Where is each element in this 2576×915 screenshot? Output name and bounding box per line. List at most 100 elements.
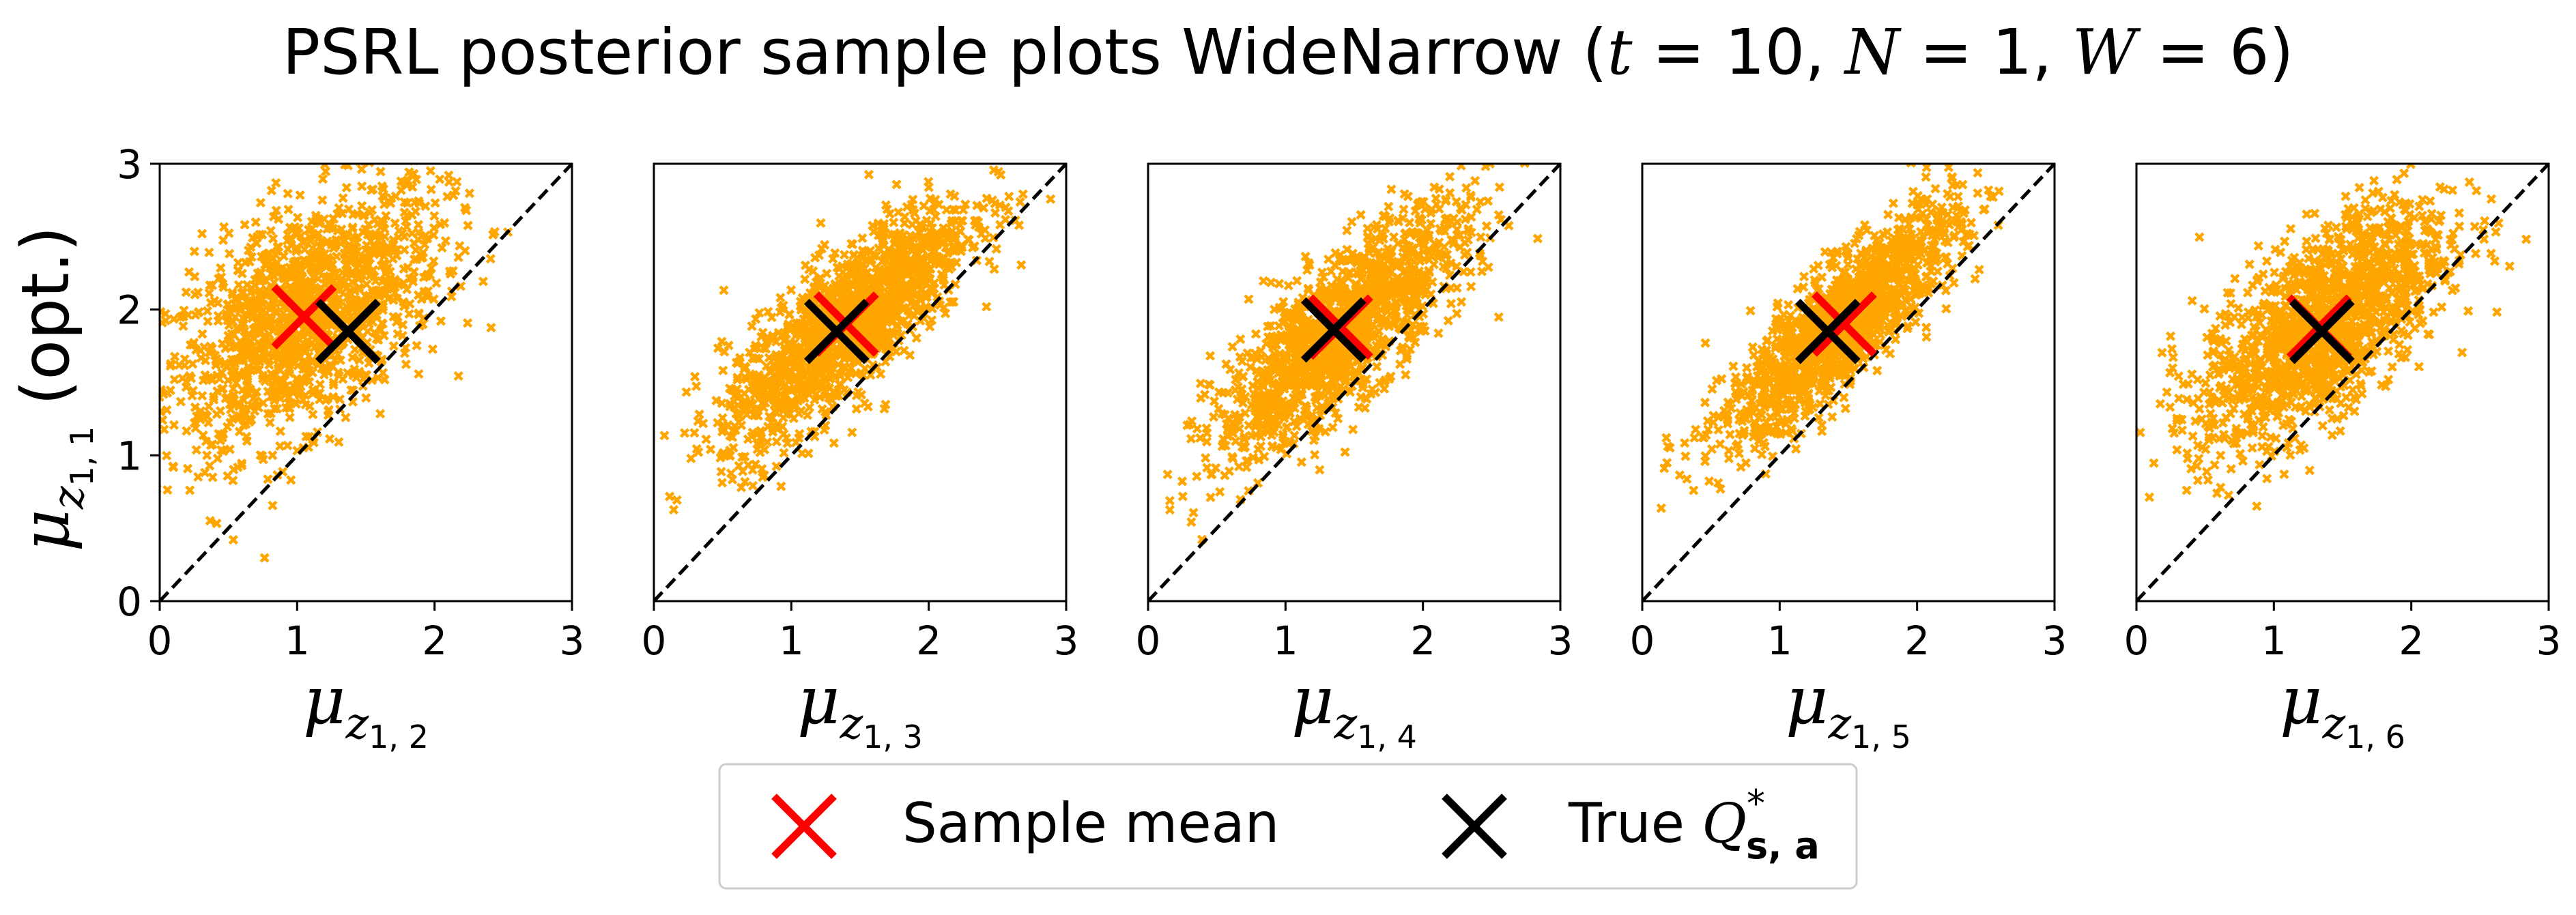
sample-point — [1215, 486, 1225, 497]
sample-point — [693, 416, 703, 426]
sample-point — [1409, 293, 1420, 303]
sample-point — [341, 306, 352, 317]
sample-point — [1259, 276, 1269, 286]
sample-point — [1418, 238, 1428, 248]
sample-point — [1466, 227, 1476, 237]
sample-point — [223, 299, 233, 309]
sample-point — [444, 177, 455, 187]
sample-mean-marker — [271, 284, 337, 350]
sample-point — [771, 437, 782, 447]
sample-point — [757, 464, 767, 474]
sample-point — [182, 463, 193, 474]
sample-point — [1227, 342, 1237, 352]
sample-point — [291, 246, 302, 257]
sample-point — [932, 239, 943, 250]
sample-point — [244, 245, 254, 256]
sample-point — [1406, 325, 1416, 336]
sample-point — [377, 259, 388, 270]
sample-point — [1461, 183, 1472, 193]
sample-point — [1392, 238, 1403, 249]
sample-point — [1415, 256, 1425, 266]
sample-point — [362, 224, 372, 235]
sample-point — [244, 257, 255, 267]
sample-point — [373, 373, 384, 383]
sample-point — [838, 274, 848, 284]
sample-point — [828, 254, 838, 264]
sample-point — [808, 266, 818, 276]
sample-point — [1388, 232, 1399, 242]
sample-point — [982, 193, 992, 203]
sample-point — [233, 414, 243, 424]
sample-point — [853, 260, 863, 271]
sample-point — [870, 263, 881, 273]
sample-point — [698, 418, 709, 429]
sample-point — [1255, 441, 1266, 451]
sample-point — [293, 212, 303, 222]
sample-point — [1494, 182, 1504, 192]
sample-point — [1188, 508, 1199, 518]
x-axis-label-sub: z — [1333, 699, 1358, 749]
sample-point — [204, 247, 214, 258]
sample-point — [1369, 222, 1379, 233]
sample-point — [1301, 339, 1311, 350]
sample-point — [334, 293, 345, 303]
sample-point — [169, 314, 179, 324]
sample-point — [253, 323, 264, 333]
plot-area — [1148, 164, 1560, 601]
sample-point — [768, 385, 779, 396]
sample-point — [1292, 336, 1302, 346]
sample-point — [212, 353, 222, 364]
sample-point — [1344, 268, 1355, 279]
sample-point — [1461, 199, 1471, 210]
sample-point — [1315, 277, 1326, 287]
sample-point — [1323, 254, 1334, 265]
sample-point — [1364, 287, 1375, 297]
sample-point — [926, 282, 936, 293]
sample-point — [324, 271, 334, 281]
sample-point — [1225, 364, 1235, 375]
sample-point — [347, 352, 358, 362]
sample-point — [1300, 410, 1310, 420]
sample-point — [849, 274, 860, 285]
sample-point — [1240, 408, 1250, 418]
sample-point — [300, 356, 310, 366]
sample-point — [1340, 289, 1350, 299]
sample-point — [1352, 258, 1362, 268]
sample-point — [994, 200, 1005, 210]
sample-point — [1315, 465, 1325, 475]
sample-point — [169, 420, 180, 430]
sample-point — [274, 320, 284, 330]
sample-point — [1420, 289, 1431, 300]
sample-point — [1362, 257, 1372, 268]
sample-point — [833, 346, 844, 356]
sample-point — [278, 313, 289, 323]
sample-point — [1327, 291, 1337, 302]
sample-point — [857, 253, 867, 263]
sample-point — [413, 220, 424, 230]
sample-point — [718, 365, 728, 376]
sample-point — [184, 371, 195, 381]
sample-point — [717, 426, 728, 437]
sample-point — [1404, 218, 1415, 228]
sample-point — [690, 371, 700, 382]
sample-point — [1422, 225, 1433, 235]
sample-point — [893, 207, 904, 218]
sample-point — [782, 398, 792, 409]
sample-point — [365, 247, 375, 257]
sample-point — [1446, 235, 1457, 245]
sample-point — [691, 381, 702, 392]
sample-point — [228, 535, 238, 545]
sample-point — [377, 181, 387, 191]
sample-point — [1266, 364, 1276, 375]
sample-point — [823, 348, 833, 358]
true-q-marker — [315, 298, 381, 364]
sample-point — [212, 519, 222, 529]
sample-point — [160, 315, 171, 326]
sample-point — [1322, 294, 1332, 304]
sample-point — [752, 405, 762, 415]
sample-point — [795, 429, 805, 439]
y-tick-label: 1 — [117, 433, 142, 479]
sample-point — [204, 288, 214, 298]
sample-point — [758, 328, 768, 338]
sample-point — [283, 188, 293, 199]
